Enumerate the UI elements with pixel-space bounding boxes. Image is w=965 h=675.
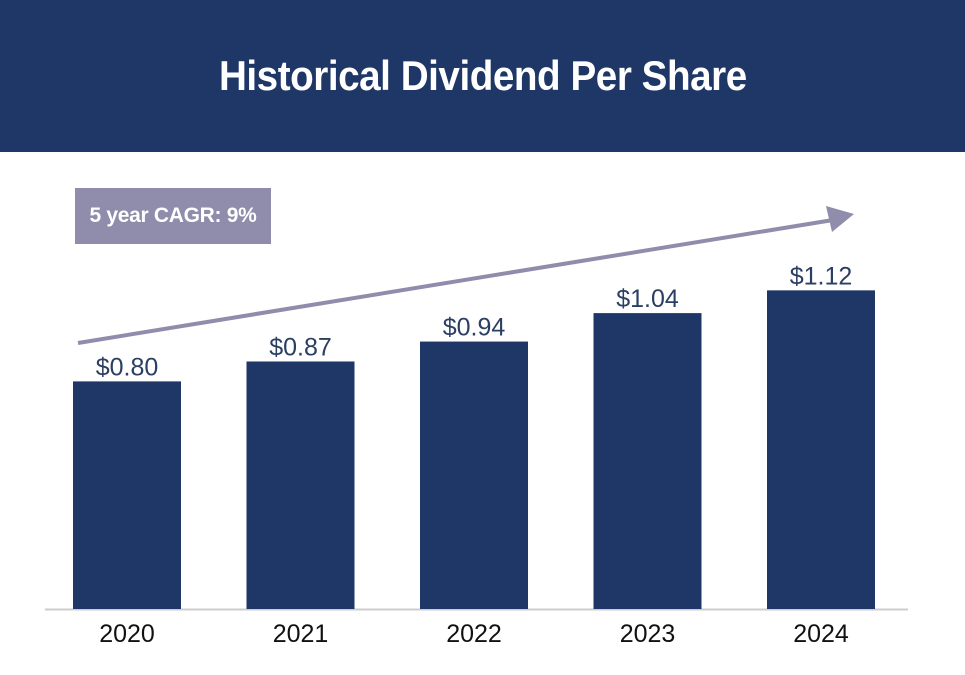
- x-tick-label-2020: 2020: [99, 620, 155, 648]
- data-label-2020: $0.80: [96, 353, 159, 381]
- chart-title: Historical Dividend Per Share: [218, 52, 747, 99]
- x-tick-label-2024: 2024: [793, 620, 849, 648]
- x-tick-label-2023: 2023: [620, 620, 676, 648]
- x-tick-label-2021: 2021: [273, 620, 329, 648]
- data-label-2023: $1.04: [616, 285, 679, 313]
- title-banner: Historical Dividend Per Share: [0, 0, 965, 152]
- cagr-trend-arrow: [77, 218, 834, 345]
- bar-2021: [246, 361, 355, 609]
- data-label-2021: $0.87: [269, 333, 332, 361]
- bar-2020: [73, 381, 181, 609]
- cagr-badge: 5 year CAGR: 9%: [75, 188, 271, 244]
- data-label-2024: $1.12: [790, 262, 853, 290]
- bar-2024: [767, 290, 875, 609]
- cagr-arrowhead: [826, 206, 854, 232]
- bar-2022: [420, 341, 528, 609]
- bar-2023: [593, 313, 702, 609]
- data-label-2022: $0.94: [443, 314, 506, 342]
- x-tick-label-2022: 2022: [446, 620, 502, 648]
